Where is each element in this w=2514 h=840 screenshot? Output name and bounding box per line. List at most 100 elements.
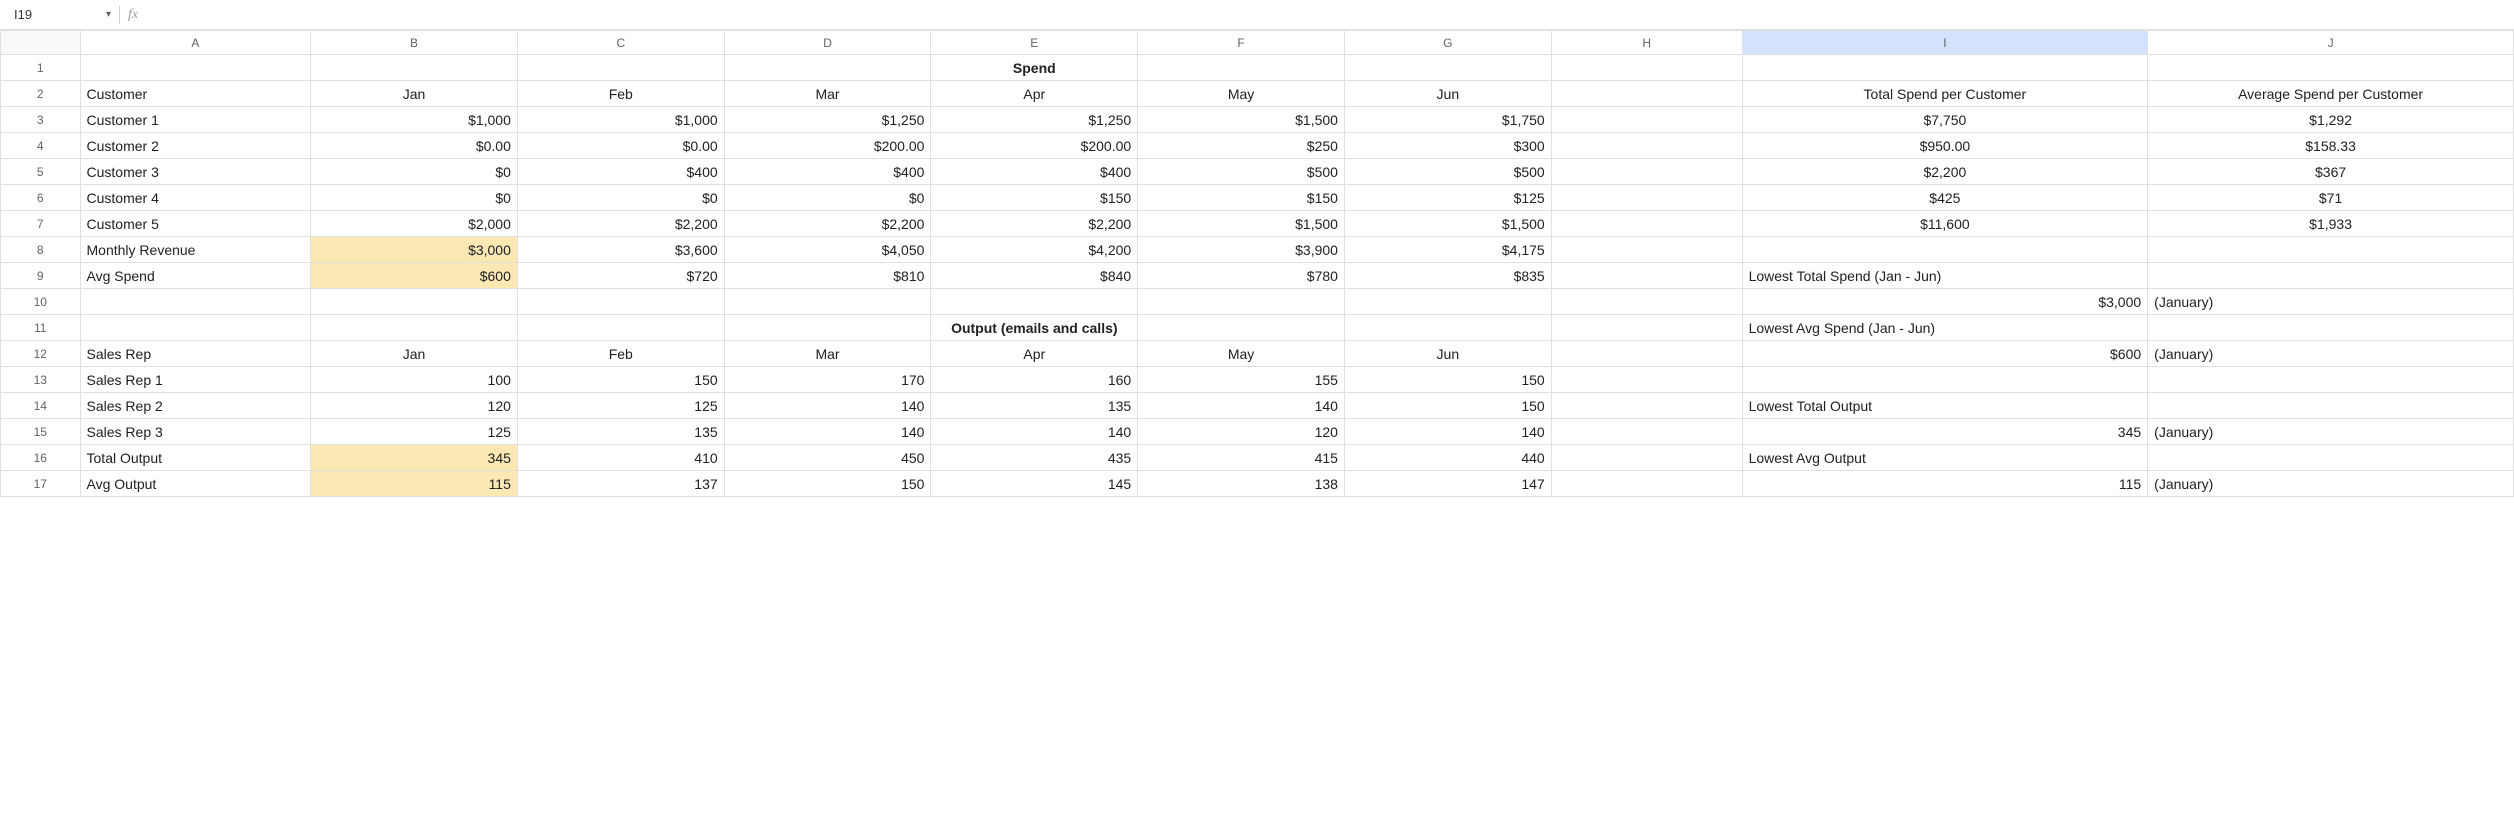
formula-bar[interactable] xyxy=(146,4,2506,26)
cell-G1[interactable] xyxy=(1344,55,1551,81)
cell-J9[interactable] xyxy=(2148,263,2514,289)
cell-H6[interactable] xyxy=(1551,185,1742,211)
cell-H16[interactable] xyxy=(1551,445,1742,471)
cell-H13[interactable] xyxy=(1551,367,1742,393)
cell-C16[interactable]: 410 xyxy=(517,445,724,471)
cell-B9[interactable]: $600 xyxy=(311,263,518,289)
cell-J8[interactable] xyxy=(2148,237,2514,263)
cell-J5[interactable]: $367 xyxy=(2148,159,2514,185)
cell-I15[interactable]: 345 xyxy=(1742,419,2148,445)
name-box-dropdown-icon[interactable]: ▾ xyxy=(106,9,111,20)
cell-E3[interactable]: $1,250 xyxy=(931,107,1138,133)
cell-E14[interactable]: 135 xyxy=(931,393,1138,419)
cell-A7[interactable]: Customer 5 xyxy=(80,211,311,237)
cell-E11[interactable]: Output (emails and calls) xyxy=(931,315,1138,341)
cell-F13[interactable]: 155 xyxy=(1138,367,1345,393)
cell-F5[interactable]: $500 xyxy=(1138,159,1345,185)
cell-A6[interactable]: Customer 4 xyxy=(80,185,311,211)
cell-B13[interactable]: 100 xyxy=(311,367,518,393)
cell-I3[interactable]: $7,750 xyxy=(1742,107,2148,133)
cell-B5[interactable]: $0 xyxy=(311,159,518,185)
cell-G14[interactable]: 150 xyxy=(1344,393,1551,419)
cell-H3[interactable] xyxy=(1551,107,1742,133)
cell-G16[interactable]: 440 xyxy=(1344,445,1551,471)
cell-E4[interactable]: $200.00 xyxy=(931,133,1138,159)
cell-J2[interactable]: Average Spend per Customer xyxy=(2148,81,2514,107)
cell-C14[interactable]: 125 xyxy=(517,393,724,419)
cell-H8[interactable] xyxy=(1551,237,1742,263)
cell-C13[interactable]: 150 xyxy=(517,367,724,393)
cell-A1[interactable] xyxy=(80,55,311,81)
cell-E2[interactable]: Apr xyxy=(931,81,1138,107)
cell-G17[interactable]: 147 xyxy=(1344,471,1551,497)
cell-F15[interactable]: 120 xyxy=(1138,419,1345,445)
cell-J14[interactable] xyxy=(2148,393,2514,419)
cell-D1[interactable] xyxy=(724,55,931,81)
cell-A16[interactable]: Total Output xyxy=(80,445,311,471)
cell-A12[interactable]: Sales Rep xyxy=(80,341,311,367)
cell-D4[interactable]: $200.00 xyxy=(724,133,931,159)
cell-B7[interactable]: $2,000 xyxy=(311,211,518,237)
cell-H4[interactable] xyxy=(1551,133,1742,159)
cell-C15[interactable]: 135 xyxy=(517,419,724,445)
cell-B12[interactable]: Jan xyxy=(311,341,518,367)
cell-J3[interactable]: $1,292 xyxy=(2148,107,2514,133)
cell-D15[interactable]: 140 xyxy=(724,419,931,445)
cell-D9[interactable]: $810 xyxy=(724,263,931,289)
cell-A2[interactable]: Customer xyxy=(80,81,311,107)
cell-C17[interactable]: 137 xyxy=(517,471,724,497)
row-header-16[interactable]: 16 xyxy=(1,445,81,471)
row-header-2[interactable]: 2 xyxy=(1,81,81,107)
cell-A9[interactable]: Avg Spend xyxy=(80,263,311,289)
cell-F2[interactable]: May xyxy=(1138,81,1345,107)
cell-G10[interactable] xyxy=(1344,289,1551,315)
column-header-B[interactable]: B xyxy=(311,31,518,55)
cell-B3[interactable]: $1,000 xyxy=(311,107,518,133)
cell-D16[interactable]: 450 xyxy=(724,445,931,471)
cell-B4[interactable]: $0.00 xyxy=(311,133,518,159)
cell-E10[interactable] xyxy=(931,289,1138,315)
cell-G6[interactable]: $125 xyxy=(1344,185,1551,211)
row-header-12[interactable]: 12 xyxy=(1,341,81,367)
cell-I12[interactable]: $600 xyxy=(1742,341,2148,367)
cell-C10[interactable] xyxy=(517,289,724,315)
cell-A13[interactable]: Sales Rep 1 xyxy=(80,367,311,393)
cell-F10[interactable] xyxy=(1138,289,1345,315)
row-header-7[interactable]: 7 xyxy=(1,211,81,237)
cell-F14[interactable]: 140 xyxy=(1138,393,1345,419)
cell-E7[interactable]: $2,200 xyxy=(931,211,1138,237)
cell-B8[interactable]: $3,000 xyxy=(311,237,518,263)
cell-J1[interactable] xyxy=(2148,55,2514,81)
cell-C12[interactable]: Feb xyxy=(517,341,724,367)
cell-C7[interactable]: $2,200 xyxy=(517,211,724,237)
cell-H5[interactable] xyxy=(1551,159,1742,185)
cell-I14[interactable]: Lowest Total Output xyxy=(1742,393,2148,419)
cell-A11[interactable] xyxy=(80,315,311,341)
cell-B2[interactable]: Jan xyxy=(311,81,518,107)
column-header-H[interactable]: H xyxy=(1551,31,1742,55)
cell-J16[interactable] xyxy=(2148,445,2514,471)
cell-I7[interactable]: $11,600 xyxy=(1742,211,2148,237)
cell-F12[interactable]: May xyxy=(1138,341,1345,367)
cell-E5[interactable]: $400 xyxy=(931,159,1138,185)
cell-A3[interactable]: Customer 1 xyxy=(80,107,311,133)
column-header-I[interactable]: I xyxy=(1742,31,2148,55)
column-header-G[interactable]: G xyxy=(1344,31,1551,55)
row-header-3[interactable]: 3 xyxy=(1,107,81,133)
column-header-C[interactable]: C xyxy=(517,31,724,55)
cell-A4[interactable]: Customer 2 xyxy=(80,133,311,159)
cell-J11[interactable] xyxy=(2148,315,2514,341)
cell-I8[interactable] xyxy=(1742,237,2148,263)
cell-A14[interactable]: Sales Rep 2 xyxy=(80,393,311,419)
cell-D17[interactable]: 150 xyxy=(724,471,931,497)
cell-I5[interactable]: $2,200 xyxy=(1742,159,2148,185)
cell-F16[interactable]: 415 xyxy=(1138,445,1345,471)
cell-G9[interactable]: $835 xyxy=(1344,263,1551,289)
cell-E6[interactable]: $150 xyxy=(931,185,1138,211)
cell-G5[interactable]: $500 xyxy=(1344,159,1551,185)
cell-C11[interactable] xyxy=(517,315,724,341)
cell-A10[interactable] xyxy=(80,289,311,315)
cell-C6[interactable]: $0 xyxy=(517,185,724,211)
cell-F8[interactable]: $3,900 xyxy=(1138,237,1345,263)
cell-J6[interactable]: $71 xyxy=(2148,185,2514,211)
